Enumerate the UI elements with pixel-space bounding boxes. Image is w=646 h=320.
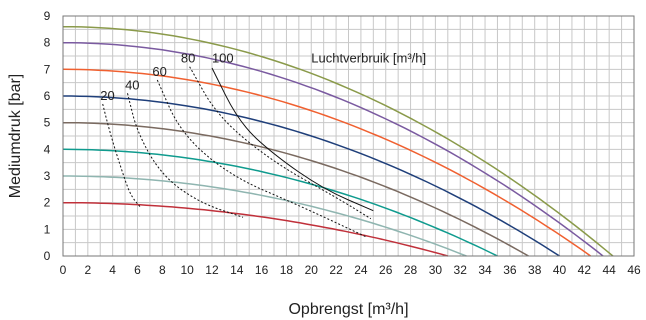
air-curve-80 [189, 66, 372, 220]
x-tick-label: 32 [454, 263, 468, 277]
y-tick-label: 9 [44, 9, 51, 23]
x-tick-label: 34 [478, 263, 492, 277]
x-tick-label: 8 [159, 263, 166, 277]
series-line [63, 175, 467, 257]
annotation: Luchtverbruik [m³/h] [311, 51, 426, 66]
air-curve-label: 40 [125, 77, 139, 92]
x-tick-labels: 0 2 4 6 8 10 12 14 16 18 20 22 24 26 28 30 32 34 36 38 40 42 4… [60, 263, 641, 277]
x-tick-label: 38 [528, 263, 542, 277]
series-line [63, 41, 604, 257]
x-tick-label: 44 [602, 263, 616, 277]
series-line [63, 95, 560, 257]
air-curve-label: 80 [181, 51, 195, 66]
air-curve-label: 20 [100, 88, 114, 103]
air-curve-40 [127, 93, 244, 218]
air-curve-60 [156, 79, 368, 238]
x-tick-label: 18 [280, 263, 294, 277]
x-tick-label: 40 [553, 263, 567, 277]
x-tick-label: 30 [429, 263, 443, 277]
x-tick-label: 28 [404, 263, 418, 277]
x-tick-label: 14 [230, 263, 244, 277]
y-tick-label: 1 [44, 222, 51, 236]
air-curve-label: 60 [152, 64, 166, 79]
air-consumption-curves [102, 66, 374, 238]
x-tick-label: 22 [329, 263, 343, 277]
x-tick-label: 10 [180, 263, 194, 277]
series-line [63, 201, 449, 257]
x-tick-label: 46 [627, 263, 641, 277]
x-tick-label: 12 [205, 263, 219, 277]
x-tick-label: 16 [255, 263, 269, 277]
series-line [62, 68, 592, 257]
x-tick-label: 4 [109, 263, 116, 277]
x-tick-label: 20 [305, 263, 319, 277]
air-curve-100 [211, 67, 374, 212]
y-tick-label: 7 [44, 62, 51, 76]
series-line [63, 121, 529, 257]
y-tick-label: 6 [44, 89, 51, 103]
x-tick-label: 26 [379, 263, 393, 277]
y-tick-label: 0 [44, 249, 51, 263]
x-tick-label: 36 [503, 263, 517, 277]
x-tick-label: 0 [60, 263, 67, 277]
series-line [62, 148, 498, 257]
air-curve-label: 100 [212, 51, 234, 66]
x-tick-label: 2 [84, 263, 91, 277]
y-tick-label: 8 [44, 36, 51, 50]
series-line [63, 25, 614, 257]
y-tick-label: 4 [44, 142, 51, 156]
series-lines [62, 25, 614, 257]
y-tick-label: 3 [44, 169, 51, 183]
y-tick-labels: 0 1 2 3 4 5 6 7 8 9 [44, 9, 51, 263]
y-tick-label: 5 [44, 116, 51, 130]
air-curve-20 [102, 103, 141, 208]
plot-frame [62, 15, 635, 257]
x-tick-label: 24 [354, 263, 368, 277]
y-tick-label: 2 [44, 196, 51, 210]
x-tick-label: 6 [134, 263, 141, 277]
air-consumption-labels: 20 40 60 80 100 [100, 51, 233, 103]
y-axis-title: Mediumdruk [bar] [7, 74, 24, 199]
x-axis-title: Opbrengst [m³/h] [288, 301, 408, 318]
x-tick-label: 42 [578, 263, 592, 277]
